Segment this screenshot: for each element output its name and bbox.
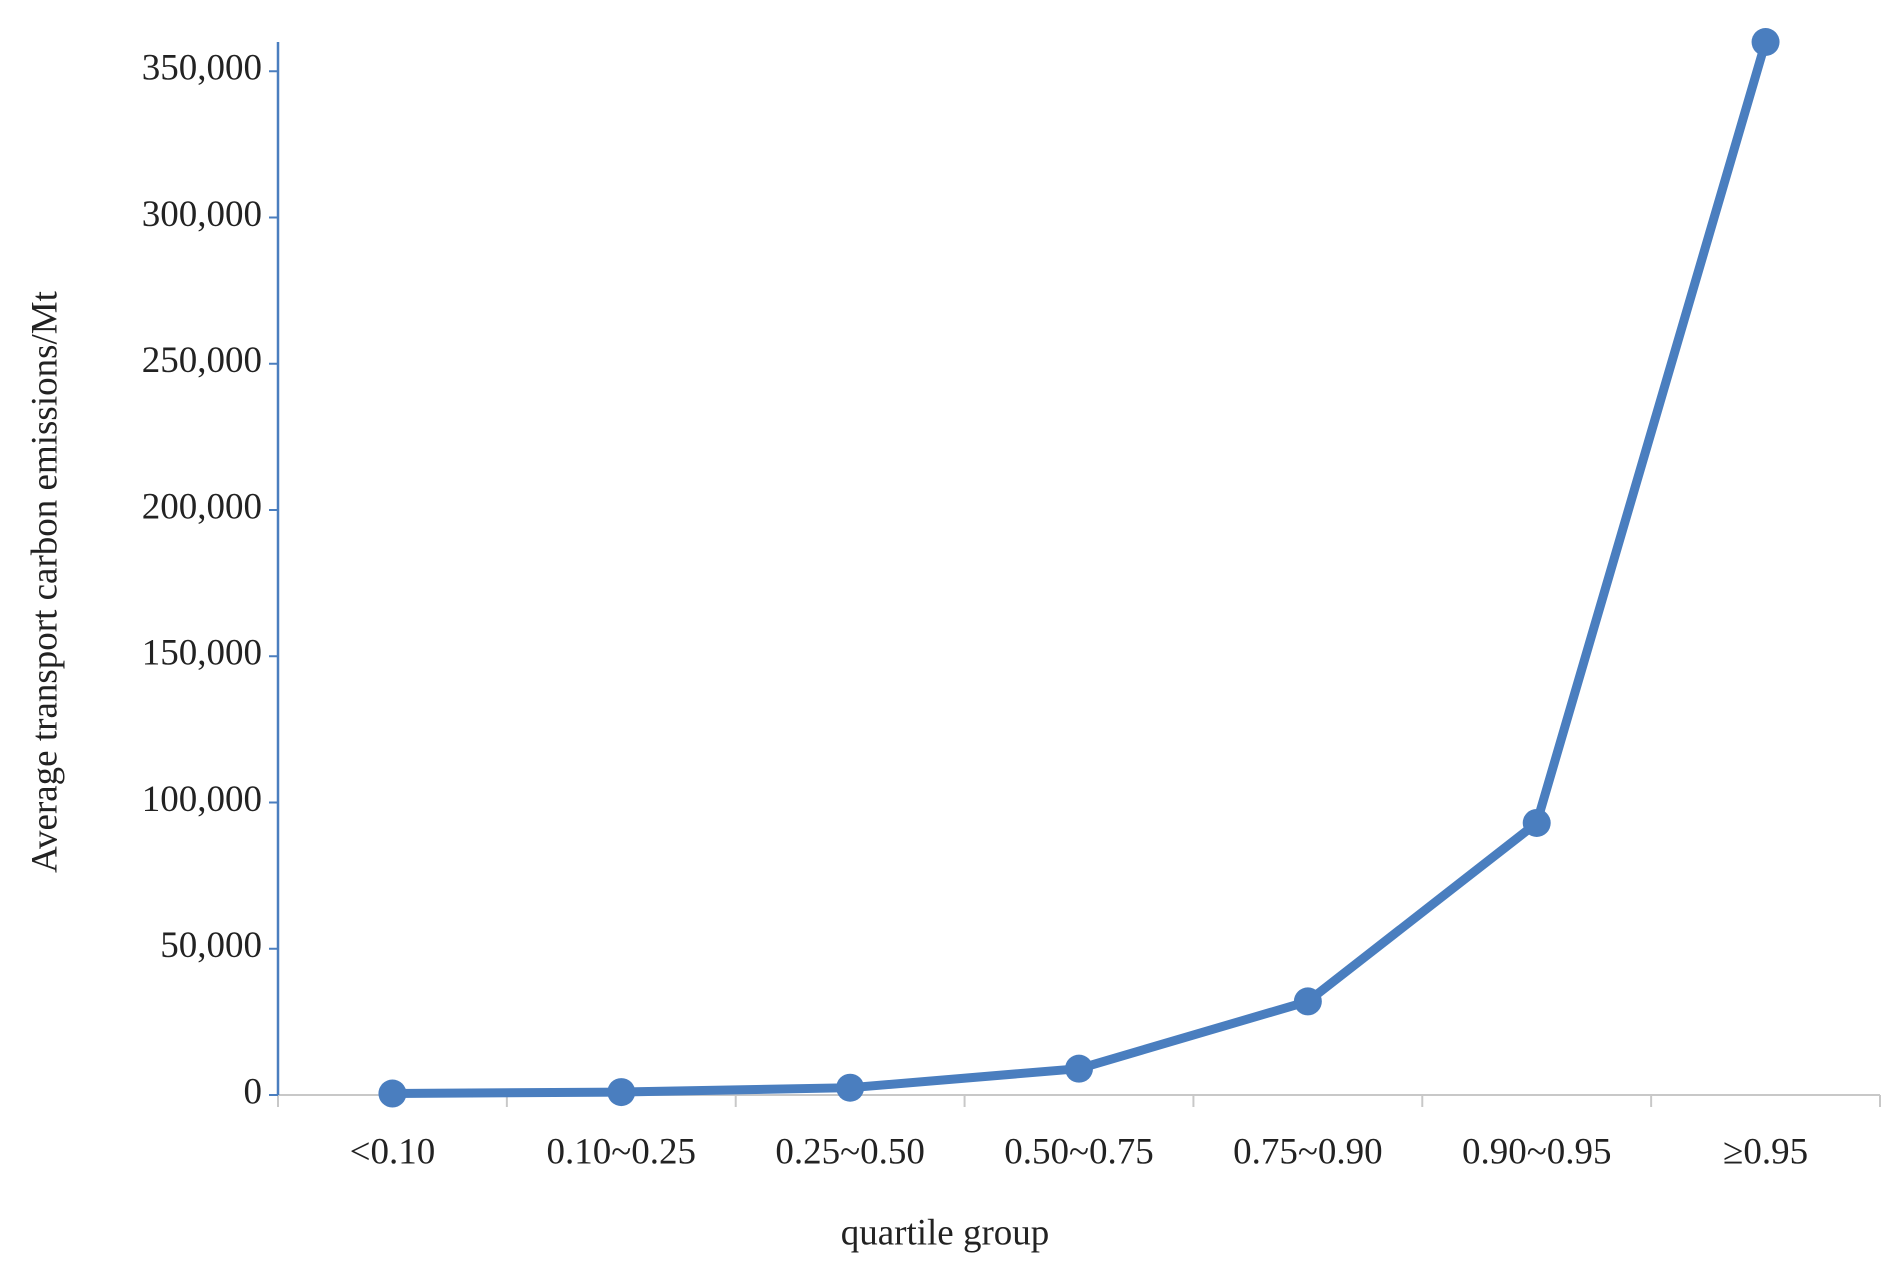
- y-tick-label: 100,000: [142, 779, 262, 820]
- data-point: [607, 1078, 636, 1107]
- data-point: [378, 1079, 407, 1108]
- x-axis-label: quartile group: [841, 1212, 1050, 1253]
- data-line: [392, 40, 1770, 1099]
- x-tick-label: 0.25~0.50: [775, 1131, 925, 1172]
- x-tick-label: 0.10~0.25: [547, 1131, 697, 1172]
- y-axis-label: Average transport carbon emissions/Mt: [24, 290, 65, 873]
- y-tick-label: 0: [244, 1071, 263, 1112]
- data-point: [1522, 808, 1551, 837]
- y-tick-label: 300,000: [142, 194, 262, 235]
- y-tick-label: 250,000: [142, 340, 262, 381]
- x-tick-label: 0.75~0.90: [1233, 1131, 1383, 1172]
- x-tick-label: 0.50~0.75: [1004, 1131, 1154, 1172]
- data-point: [1065, 1054, 1093, 1083]
- data-point: [1751, 28, 1780, 56]
- y-tick-label: 200,000: [142, 486, 262, 527]
- data-point: [836, 1073, 865, 1102]
- data-point: [1293, 987, 1322, 1016]
- y-tick-label: 50,000: [160, 925, 262, 966]
- y-tick-label: 350,000: [142, 48, 262, 89]
- x-tick-label: 0.90~0.95: [1462, 1131, 1612, 1172]
- x-tick-label: <0.10: [350, 1131, 436, 1172]
- y-tick-label: 150,000: [142, 633, 262, 674]
- x-tick-label: ≥0.95: [1723, 1131, 1808, 1172]
